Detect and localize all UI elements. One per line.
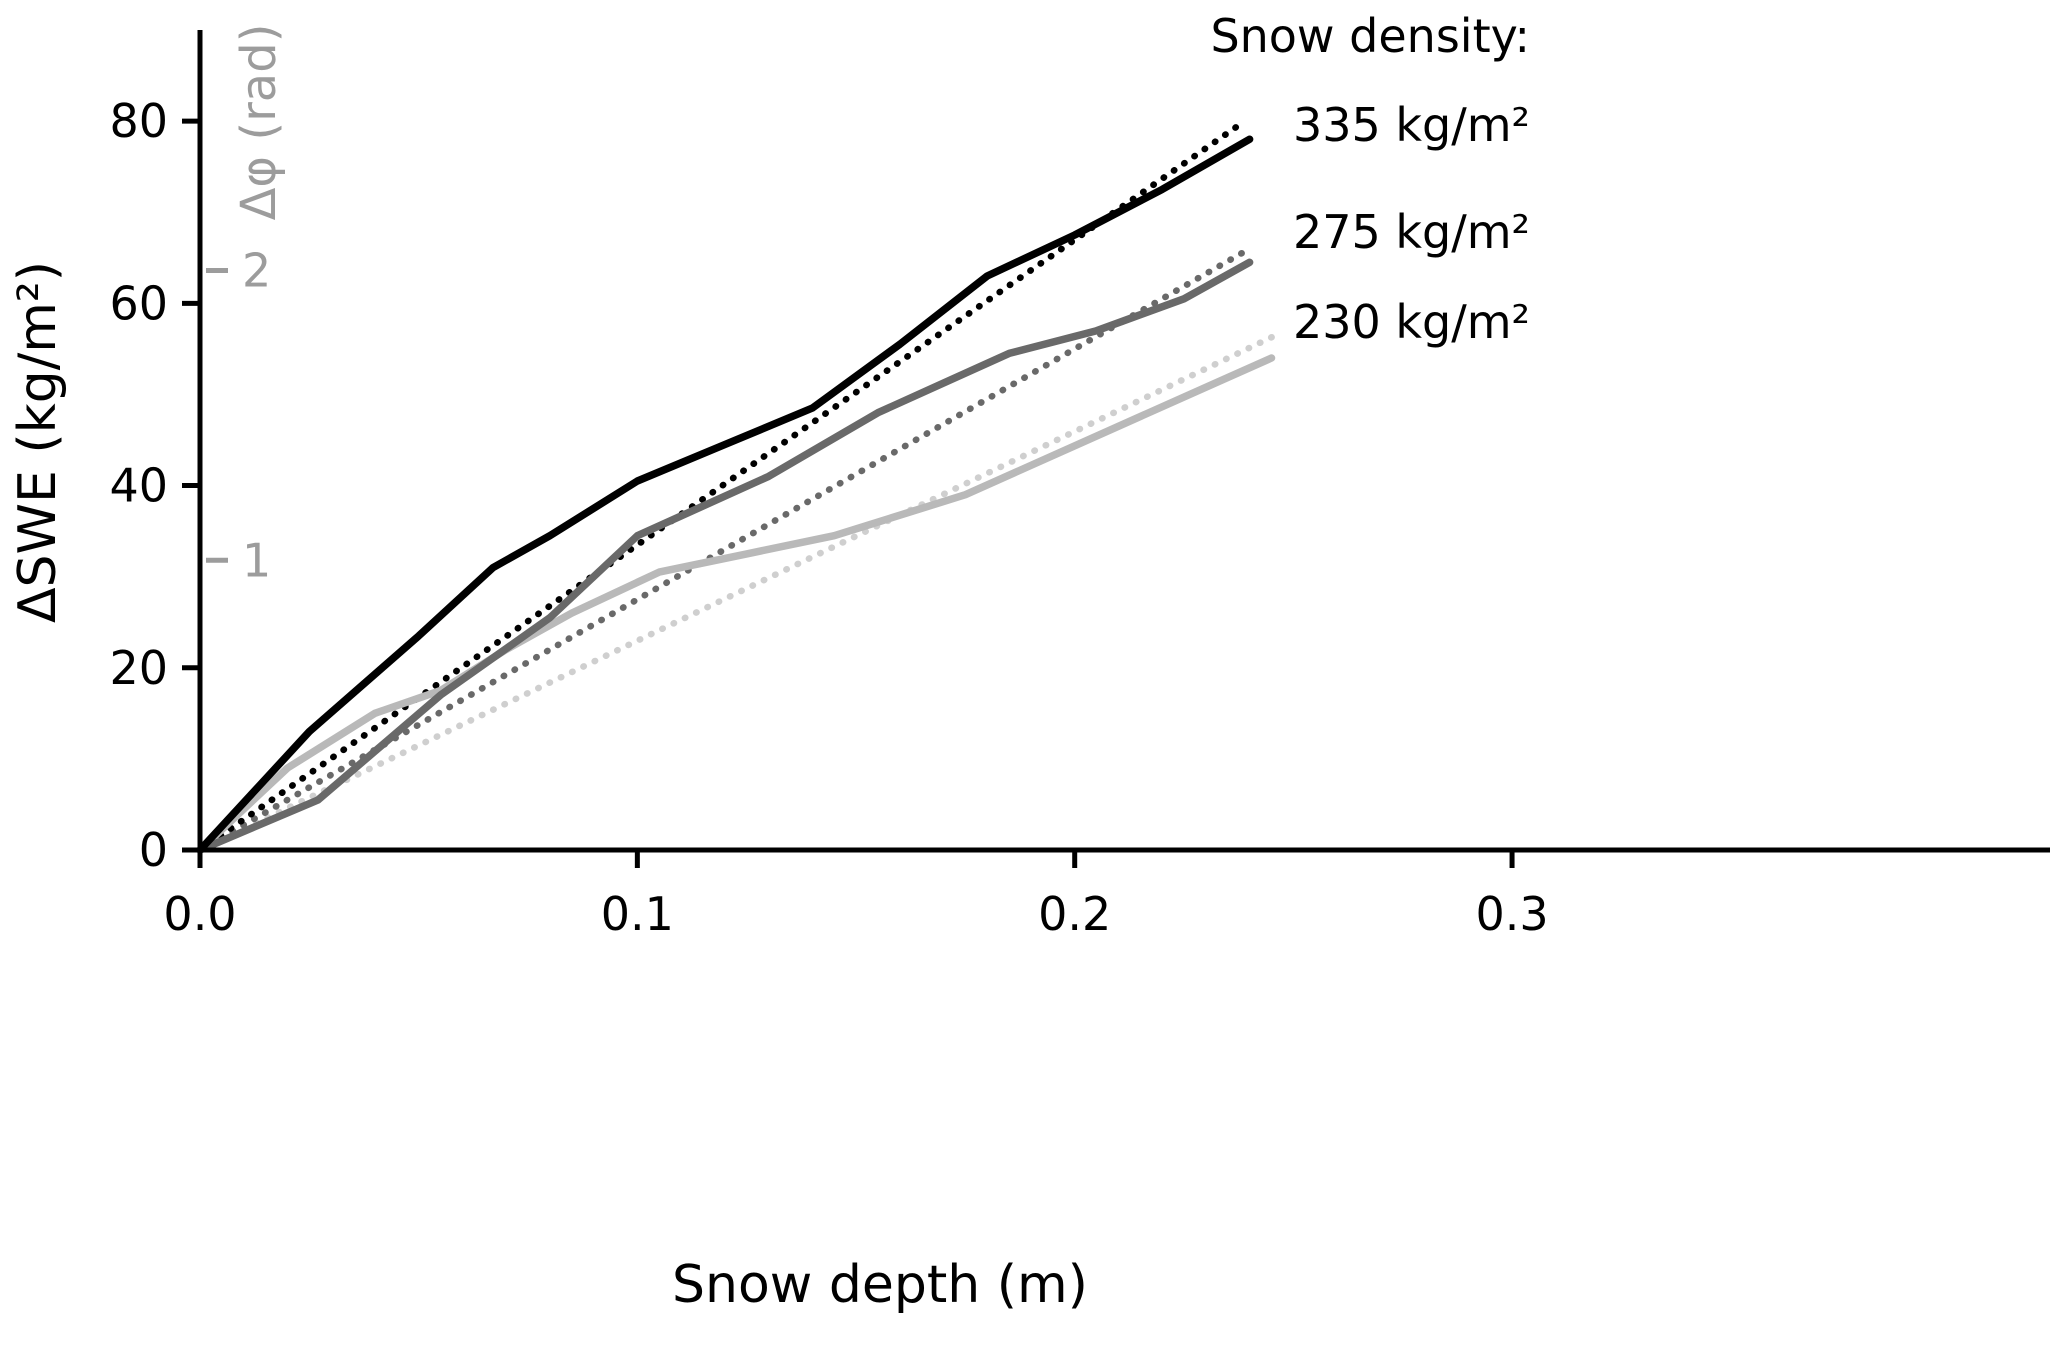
y-tick-label: 40: [109, 459, 168, 513]
series-275-linear-fit: [196, 245, 1253, 854]
series-230-measured: [196, 354, 1276, 854]
y-tick-label: 80: [109, 94, 168, 148]
series-275-measured: [196, 258, 1254, 854]
phase-tick-label: 1: [242, 533, 271, 587]
phase-tick-label: 2: [242, 244, 271, 298]
x-tick-label: 0.3: [1475, 887, 1548, 941]
axes: 0.0 0.1 0.2 0.3 0 20 40 60 80 1 2: [109, 30, 2050, 941]
legend-entry-230: 230 kg/m²: [1293, 295, 1530, 349]
series-230-linear-fit: [196, 331, 1280, 854]
y-axis-title: ΔSWE (kg/m²): [8, 261, 68, 623]
y-tick-label: 20: [109, 641, 168, 695]
legend-entry-335: 335 kg/m²: [1293, 98, 1530, 152]
y-tick-label: 0: [139, 823, 168, 877]
series-335-linear-fit: [196, 120, 1245, 854]
series-lines: [196, 120, 1280, 854]
x-tick-label: 0.2: [1038, 887, 1111, 941]
x-axis-title: Snow depth (m): [672, 1255, 1088, 1315]
x-tick-label: 0.0: [163, 887, 236, 941]
secondary-y-axis-title: Δφ (rad): [231, 24, 287, 221]
y-tick-label: 60: [109, 276, 168, 330]
legend-entry-275: 275 kg/m²: [1293, 205, 1530, 259]
series-335-measured: [196, 135, 1254, 854]
x-tick-label: 0.1: [601, 887, 674, 941]
legend-title: Snow density:: [1210, 9, 1530, 63]
